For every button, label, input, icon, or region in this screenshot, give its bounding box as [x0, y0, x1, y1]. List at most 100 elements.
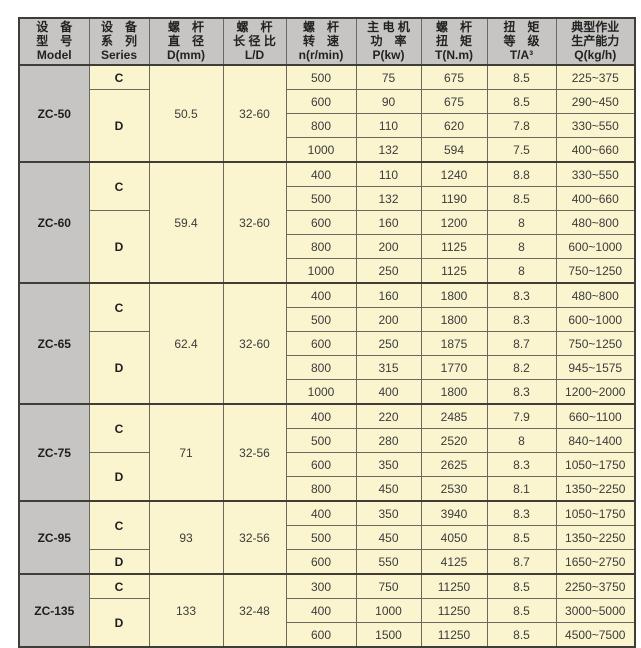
torque-grade-cell: 8.5	[486, 598, 557, 623]
header-zh-line1: 设 备	[36, 20, 73, 34]
torque-cell: 3940	[420, 500, 488, 526]
column-header-capacity: 典型作业 生产能力 Q(kg/h)	[555, 17, 636, 66]
diameter-cell: 62.4	[148, 282, 224, 405]
speed-cell: 600	[285, 549, 357, 575]
series-cell: D	[88, 598, 150, 648]
power-cell: 1500	[355, 622, 422, 648]
torque-cell: 1125	[420, 258, 488, 284]
speed-cell: 400	[285, 161, 357, 187]
capacity-cell: 1650~2750	[555, 549, 636, 575]
model-cell: ZC-75	[18, 403, 90, 502]
table-row: 500 280 2520 8 840~1400	[19, 428, 636, 453]
header-zh-line2: 型 号	[36, 34, 73, 48]
column-header-torque: 螺 杆 扭 矩 T(N.m)	[420, 17, 488, 66]
torque-grade-cell: 8.3	[486, 307, 557, 332]
capacity-cell: 1050~1750	[555, 452, 636, 477]
capacity-cell: 1350~2250	[555, 476, 636, 502]
series-cell: C	[88, 573, 150, 599]
capacity-cell: 945~1575	[555, 355, 636, 380]
header-zh-line1: 设 备	[100, 20, 137, 34]
table-row: D 600 550 4125 8.7 1650~2750	[19, 549, 636, 575]
header-en: Model	[36, 48, 72, 62]
diameter-cell: 59.4	[148, 161, 224, 284]
header-zh-line1: 螺 杆	[435, 20, 472, 34]
power-cell: 350	[355, 452, 422, 477]
torque-cell: 1800	[420, 282, 488, 308]
model-cell: ZC-135	[18, 573, 90, 648]
series-cell: D	[88, 89, 150, 163]
capacity-cell: 330~550	[555, 161, 636, 187]
torque-grade-cell: 8.1	[486, 476, 557, 502]
torque-grade-cell: 7.8	[486, 113, 557, 138]
power-cell: 350	[355, 500, 422, 526]
header-en: P(kw)	[372, 48, 405, 62]
torque-cell: 2530	[420, 476, 488, 502]
header-en: D(mm)	[167, 48, 205, 62]
speed-cell: 800	[285, 234, 357, 259]
column-header-model: 设 备 型 号 Model	[18, 17, 90, 66]
torque-cell: 11250	[420, 573, 488, 599]
torque-cell: 1800	[420, 379, 488, 405]
capacity-cell: 660~1100	[555, 403, 636, 429]
capacity-cell: 290~450	[555, 89, 636, 114]
column-header-series: 设 备 系 列 Series	[88, 17, 150, 66]
column-header-speed: 螺 杆 转 速 n(r/min)	[285, 17, 357, 66]
capacity-cell: 1050~1750	[555, 500, 636, 526]
capacity-cell: 2250~3750	[555, 573, 636, 599]
torque-cell: 4125	[420, 549, 488, 575]
torque-grade-cell: 7.9	[486, 403, 557, 429]
header-zh-line2: 转 速	[302, 34, 339, 48]
torque-cell: 2485	[420, 403, 488, 429]
torque-cell: 620	[420, 113, 488, 138]
series-cell: C	[88, 282, 150, 332]
power-cell: 132	[355, 137, 422, 163]
header-zh-line1: 螺 杆	[167, 20, 204, 34]
torque-grade-cell: 8	[486, 428, 557, 453]
speed-cell: 400	[285, 403, 357, 429]
capacity-cell: 4500~7500	[555, 622, 636, 648]
power-cell: 1000	[355, 598, 422, 623]
capacity-cell: 400~660	[555, 137, 636, 163]
capacity-cell: 600~1000	[555, 307, 636, 332]
torque-grade-cell: 8.3	[486, 452, 557, 477]
torque-cell: 4050	[420, 525, 488, 550]
torque-cell: 675	[420, 89, 488, 114]
header-zh-line1: 扭 矩	[503, 20, 540, 34]
header-en: Q(kg/h)	[574, 48, 617, 62]
torque-cell: 675	[420, 64, 488, 90]
header-zh-line2: 生产能力	[571, 34, 620, 48]
power-cell: 132	[355, 186, 422, 211]
header-en: n(r/min)	[298, 48, 344, 62]
power-cell: 220	[355, 403, 422, 429]
series-cell: D	[88, 331, 150, 405]
diameter-cell: 50.5	[148, 64, 224, 163]
speed-cell: 600	[285, 331, 357, 356]
header-zh-line2: 系 列	[100, 34, 137, 48]
capacity-cell: 840~1400	[555, 428, 636, 453]
model-cell: ZC-60	[18, 161, 90, 284]
power-cell: 750	[355, 573, 422, 599]
header-zh-line1: 主 电 机	[367, 20, 410, 34]
speed-cell: 600	[285, 89, 357, 114]
torque-cell: 594	[420, 137, 488, 163]
series-cell: D	[88, 452, 150, 502]
torque-grade-cell: 8.3	[486, 500, 557, 526]
speed-cell: 1000	[285, 137, 357, 163]
table-row: 500 450 4050 8.5 1350~2250	[19, 525, 636, 550]
series-cell: C	[88, 64, 150, 90]
table-row: 1000 400 1800 8.3 1200~2000	[19, 379, 636, 405]
torque-grade-cell: 7.5	[486, 137, 557, 163]
capacity-cell: 330~550	[555, 113, 636, 138]
torque-grade-cell: 8.7	[486, 549, 557, 575]
torque-cell: 1200	[420, 210, 488, 235]
model-cell: ZC-95	[18, 500, 90, 575]
series-cell: D	[88, 210, 150, 284]
capacity-cell: 480~800	[555, 282, 636, 308]
torque-cell: 1125	[420, 234, 488, 259]
header-zh-line2: 功 率	[370, 34, 407, 48]
speed-cell: 600	[285, 210, 357, 235]
table-row: D 600 90 675 8.5 290~450	[19, 89, 636, 163]
power-cell: 250	[355, 331, 422, 356]
capacity-cell: 1200~2000	[555, 379, 636, 405]
